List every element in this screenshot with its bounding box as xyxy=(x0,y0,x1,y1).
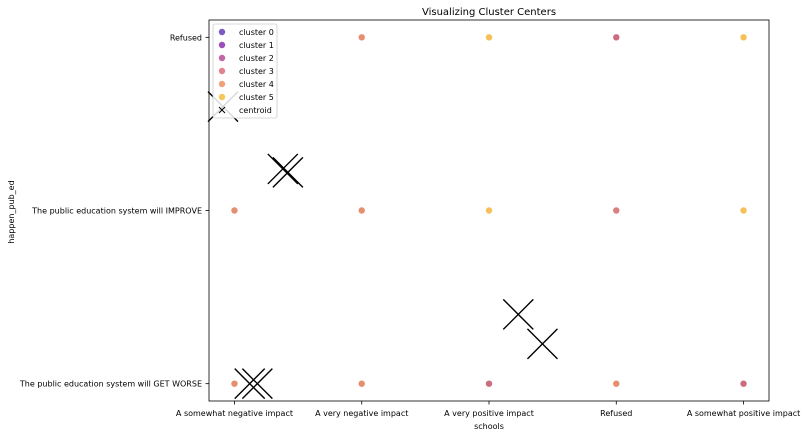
legend-label: centroid xyxy=(239,106,272,115)
chart-title: Visualizing Cluster Centers xyxy=(422,7,556,18)
centroid-marker xyxy=(272,156,304,188)
legend-item: cluster 0 xyxy=(218,28,274,37)
centroid-marker xyxy=(241,368,273,400)
plot-content xyxy=(207,34,747,400)
data-point xyxy=(613,207,620,214)
data-point xyxy=(740,34,747,41)
x-tick-label: A somewhat positive impact xyxy=(687,409,800,418)
data-point xyxy=(231,380,238,387)
x-tick-label: A very positive impact xyxy=(444,409,534,418)
data-point xyxy=(613,34,620,41)
legend-item: centroid xyxy=(218,106,272,115)
y-tick-label: The public education system will IMPROVE xyxy=(31,207,202,216)
legend-item: cluster 2 xyxy=(218,54,274,63)
x-axis: A somewhat negative impact A very negativ… xyxy=(176,401,800,418)
legend-box xyxy=(212,23,278,119)
x-tick-label: Refused xyxy=(600,409,632,418)
legend-label: cluster 3 xyxy=(239,67,274,76)
data-point xyxy=(485,380,493,387)
data-point xyxy=(231,207,238,214)
legend-label: cluster 4 xyxy=(239,80,274,89)
data-point xyxy=(358,207,365,214)
centroid-marker xyxy=(267,153,299,185)
data-point xyxy=(613,380,620,387)
y-axis-label: happen_pub_ed xyxy=(7,180,16,243)
legend-item: cluster 4 xyxy=(218,80,274,89)
legend-item: cluster 1 xyxy=(218,41,274,50)
data-point xyxy=(358,34,365,41)
legend-label: cluster 1 xyxy=(239,41,274,50)
data-point xyxy=(740,380,747,387)
legend: cluster 0 cluster 1 cluster 2 cluster 3 clus… xyxy=(212,23,278,119)
legend-item: cluster 5 xyxy=(218,93,274,102)
y-axis: The public education system will GET WOR… xyxy=(19,33,209,389)
data-point xyxy=(740,207,747,214)
data-point xyxy=(358,380,365,387)
data-point xyxy=(485,207,493,214)
centroid-marker xyxy=(502,298,534,330)
legend-label: cluster 5 xyxy=(239,93,274,102)
centroid-marker xyxy=(526,328,558,360)
y-tick-label: Refused xyxy=(170,33,202,42)
y-tick-label: The public education system will GET WOR… xyxy=(19,380,202,389)
x-axis-label: schools xyxy=(474,422,504,431)
data-point xyxy=(485,34,493,41)
legend-item: cluster 3 xyxy=(218,67,274,76)
legend-label: cluster 0 xyxy=(239,28,274,37)
centroid-marker xyxy=(234,368,266,400)
x-tick-label: A very negative impact xyxy=(315,409,408,418)
x-tick-label: A somewhat negative impact xyxy=(176,409,293,418)
legend-label: cluster 2 xyxy=(239,54,274,63)
